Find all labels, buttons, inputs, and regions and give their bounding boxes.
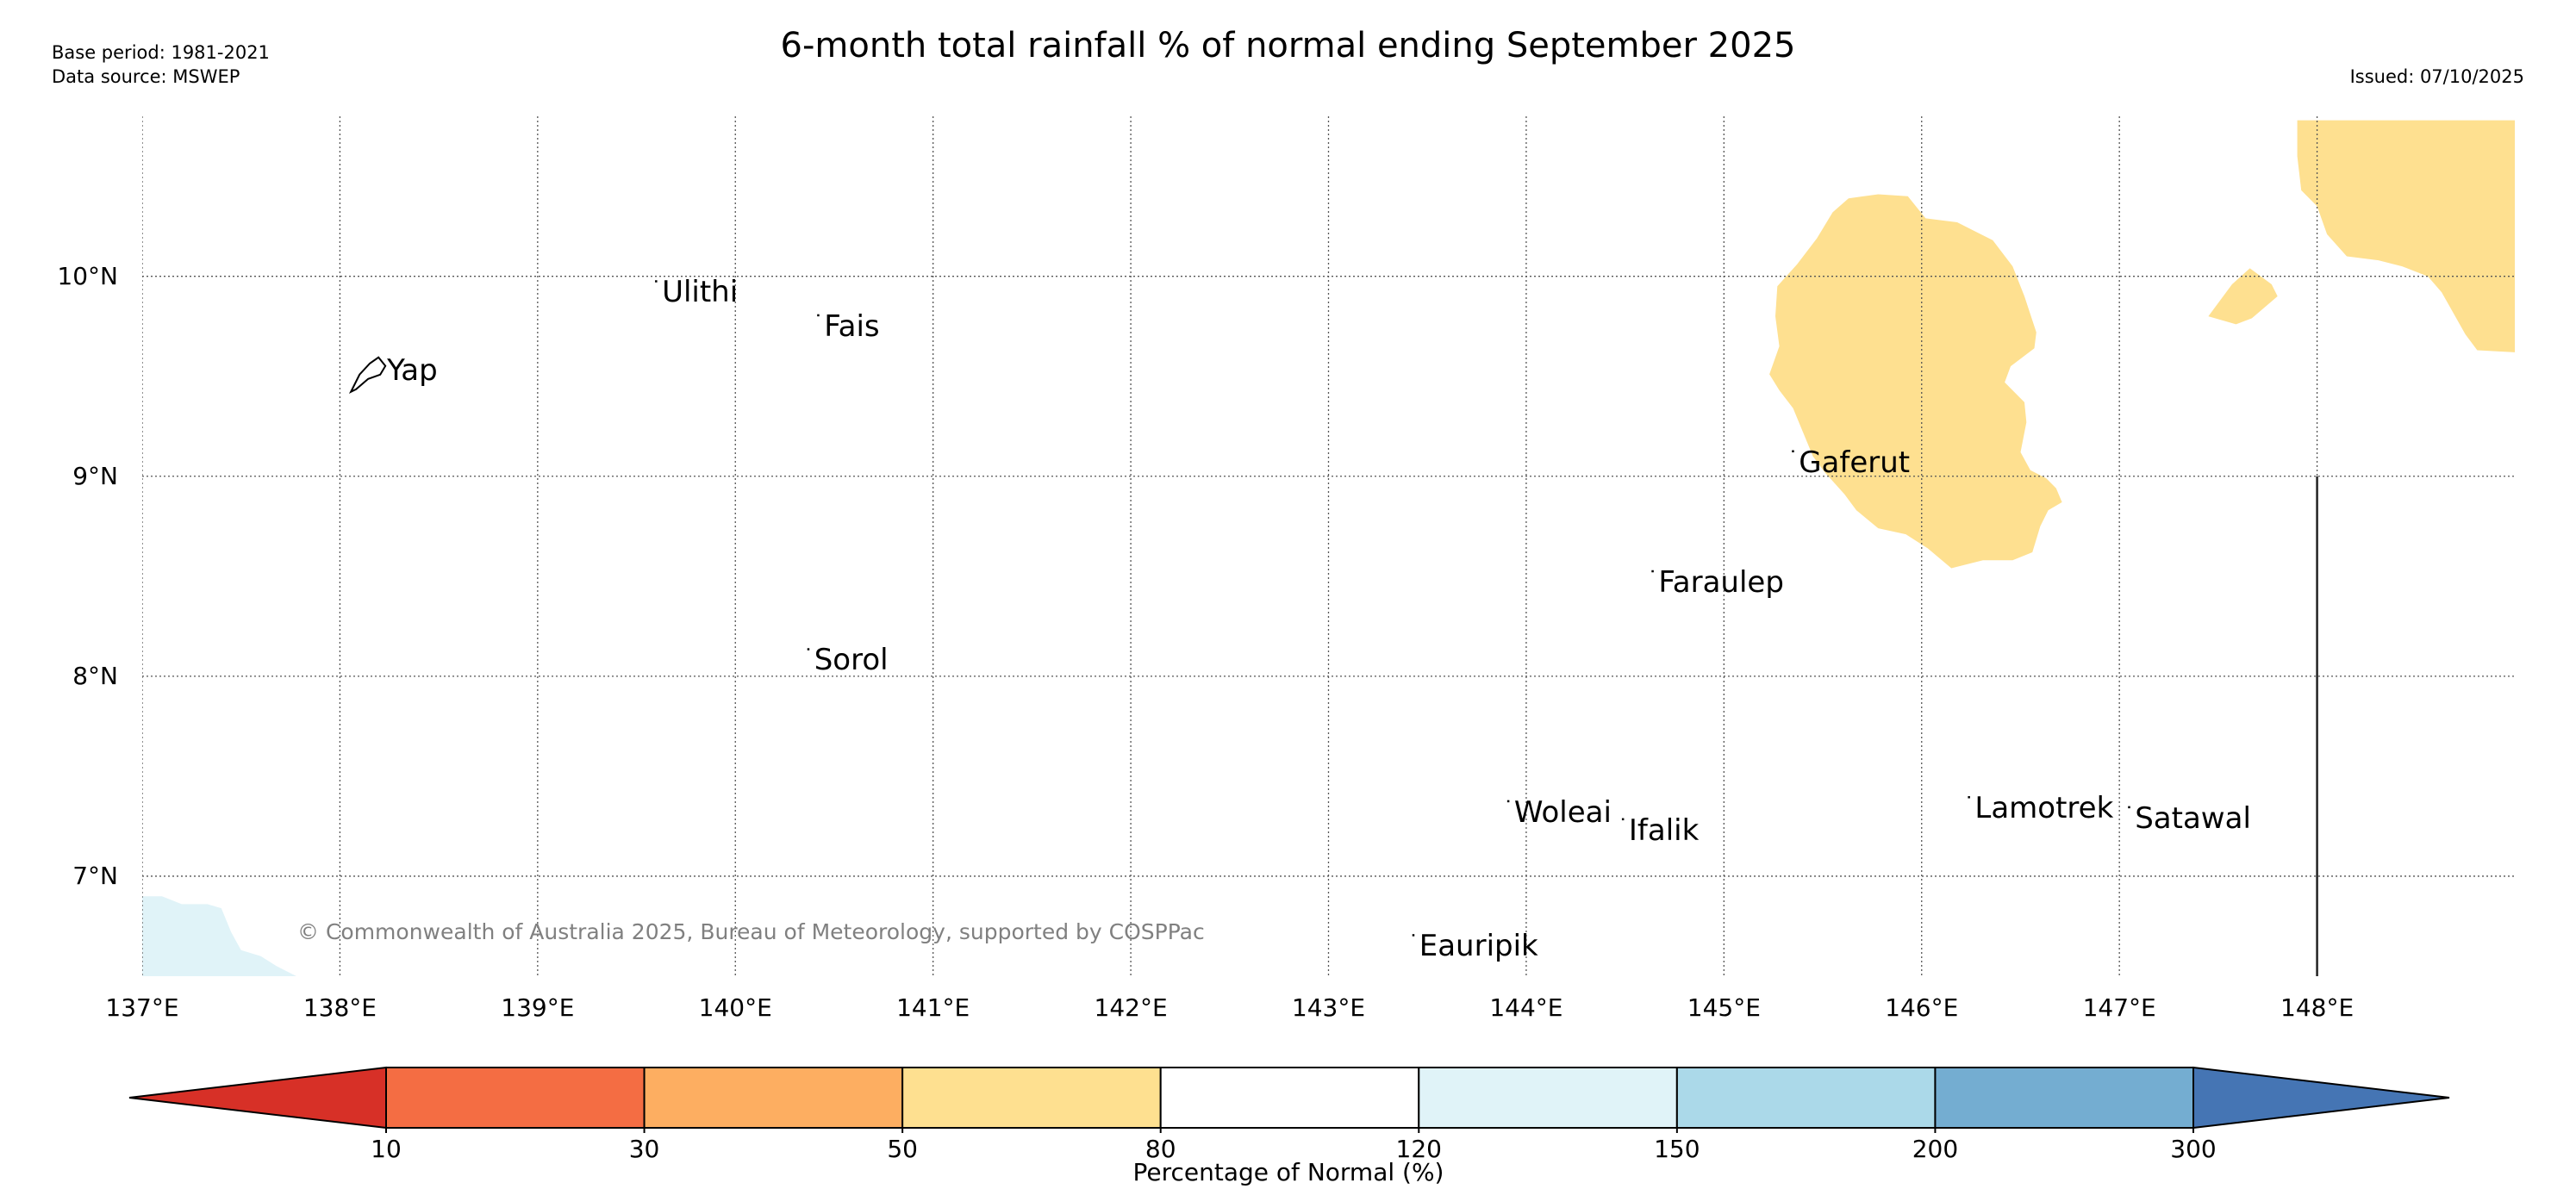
island-dot: [1968, 796, 1970, 799]
island-dot: [1506, 800, 1510, 803]
island-dot: [1792, 450, 1794, 453]
colorbar-under-triangle: [128, 1066, 387, 1130]
place-label: Eauripik: [1419, 929, 1538, 964]
lon-tick-label: 145°E: [1687, 993, 1761, 1022]
lon-tick-label: 137°E: [105, 993, 179, 1022]
place-label: Satawal: [2135, 800, 2251, 836]
base-period: Base period: 1981-2021: [52, 42, 270, 63]
island-dot: [1412, 934, 1415, 937]
lon-tick-label: 148°E: [2280, 993, 2355, 1022]
lon-tick-label: 138°E: [303, 993, 377, 1022]
place-label: Sorol: [814, 643, 889, 678]
lat-tick-label: 10°N: [57, 261, 118, 290]
lon-tick-label: 142°E: [1094, 993, 1168, 1022]
lat-tick-label: 8°N: [72, 661, 118, 690]
copyright-notice: © Commonwealth of Australia 2025, Bureau…: [297, 919, 1205, 944]
place-label: Woleai: [1513, 794, 1612, 830]
island-dot: [655, 280, 658, 283]
issued-date: Issued: 07/10/2025: [2349, 66, 2524, 87]
lon-tick-label: 144°E: [1489, 993, 1563, 1022]
lon-tick-label: 146°E: [1885, 993, 1959, 1022]
colorbar-bin: [901, 1067, 1162, 1129]
lon-tick-label: 147°E: [2082, 993, 2156, 1022]
colorbar-tick-label: 150: [1654, 1135, 1700, 1163]
colorbar-bin: [1934, 1067, 2194, 1129]
place-label: Faraulep: [1658, 564, 1784, 600]
island-yap-outline: [348, 356, 387, 394]
place-label: Ulithi: [662, 275, 739, 310]
colorbar-bin: [1675, 1067, 1937, 1129]
place-label: Lamotrek: [1974, 791, 2114, 826]
lat-tick-label: 7°N: [72, 861, 118, 890]
colorbar-tick-label: 10: [371, 1135, 402, 1163]
lon-tick-label: 140°E: [698, 993, 772, 1022]
plot-area: [142, 116, 2515, 976]
colorbar-bin: [643, 1067, 904, 1129]
map-title: 6-month total rainfall % of normal endin…: [780, 26, 1796, 65]
rainfall-area-southwest: [142, 896, 296, 976]
place-label: Fais: [824, 308, 880, 344]
colorbar-tick-label: 30: [628, 1135, 660, 1163]
island-dot: [817, 314, 820, 317]
colorbar-tick-label: 300: [2170, 1135, 2217, 1163]
lon-tick-label: 143°E: [1291, 993, 1366, 1022]
colorbar-tick-label: 80: [1145, 1135, 1176, 1163]
place-label: Gaferut: [1799, 445, 1911, 480]
rainfall-area-east: [2297, 120, 2515, 352]
colorbar-bin: [1418, 1067, 1678, 1129]
rainfall-area-central: [1769, 194, 2062, 569]
rainfall-islet-east: [2208, 268, 2278, 325]
colorbar-bin: [385, 1067, 646, 1129]
island-dot: [2128, 806, 2130, 809]
island-dot: [1651, 570, 1654, 573]
place-label: Yap: [387, 352, 438, 388]
island-dot: [1621, 818, 1625, 821]
colorbar-tick-label: 200: [1912, 1135, 1959, 1163]
data-source: Data source: MSWEP: [52, 66, 240, 87]
colorbar-label: Percentage of Normal (%): [1132, 1158, 1444, 1186]
colorbar-tick-label: 50: [887, 1135, 918, 1163]
colorbar-over-triangle: [2192, 1066, 2450, 1130]
island-dot: [807, 648, 810, 651]
place-label: Ifalik: [1628, 812, 1700, 848]
lat-tick-label: 9°N: [72, 461, 118, 490]
colorbar-bin: [1159, 1067, 1420, 1129]
colorbar-tick-label: 120: [1395, 1135, 1442, 1163]
lon-tick-label: 141°E: [896, 993, 970, 1022]
lon-tick-label: 139°E: [501, 993, 575, 1022]
